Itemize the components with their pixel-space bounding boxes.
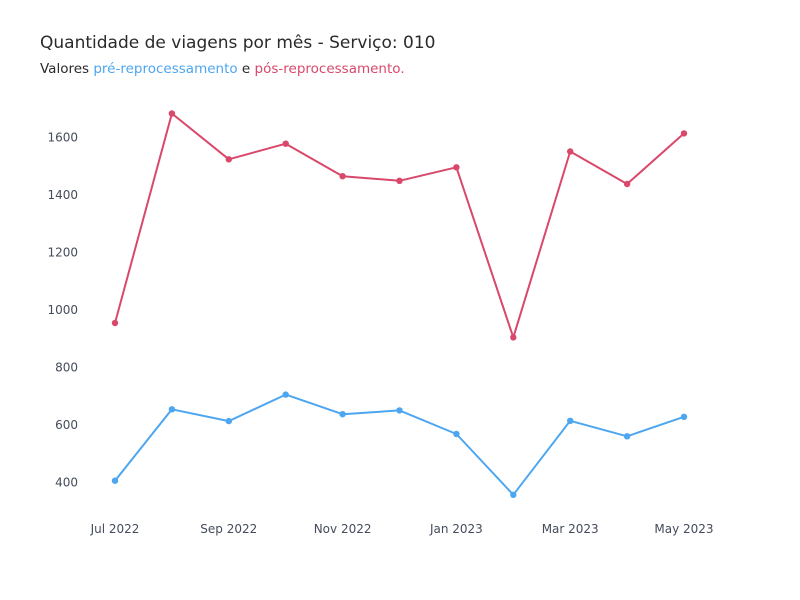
subtitle-prefix: Valores <box>40 61 94 77</box>
chart-title: Quantidade de viagens por mês - Serviço:… <box>40 33 436 53</box>
x-tick-label: Sep 2022 <box>200 522 257 536</box>
data-point[interactable] <box>510 491 517 498</box>
data-point[interactable] <box>168 110 176 117</box>
x-tick-label: Nov 2022 <box>314 522 372 536</box>
data-point[interactable] <box>339 173 346 180</box>
data-point[interactable] <box>225 417 232 425</box>
series-pre <box>111 391 688 498</box>
series-post <box>111 110 688 341</box>
series-layer <box>111 110 688 498</box>
subtitle-middle: e <box>237 61 255 77</box>
data-point[interactable] <box>623 433 631 440</box>
subtitle-post-label: pós-reprocessamento <box>254 61 401 77</box>
y-tick-label: 800 <box>55 361 78 375</box>
x-tick-label: Mar 2023 <box>542 522 599 536</box>
data-point[interactable] <box>168 406 176 413</box>
data-point[interactable] <box>282 391 289 398</box>
data-point[interactable] <box>510 334 517 341</box>
data-point[interactable] <box>225 156 232 163</box>
x-tick-label: Jan 2023 <box>429 522 483 536</box>
x-tick-label: Jul 2022 <box>90 522 140 536</box>
data-point[interactable] <box>453 430 460 438</box>
data-point[interactable] <box>396 177 403 184</box>
y-tick-label: 400 <box>55 476 78 490</box>
data-point[interactable] <box>396 407 403 414</box>
y-tick-label: 1200 <box>47 245 78 259</box>
data-point[interactable] <box>623 180 631 188</box>
x-tick-label: May 2023 <box>654 522 713 536</box>
data-point[interactable] <box>111 319 119 327</box>
data-point[interactable] <box>567 148 574 155</box>
y-tick-label: 1000 <box>47 303 78 317</box>
data-point[interactable] <box>339 411 346 418</box>
y-tick-label: 1400 <box>47 188 78 202</box>
y-tick-label: 600 <box>55 418 78 432</box>
y-axis: 400 600 800 1000 1200 1400 1600 <box>47 130 78 489</box>
series-line-post <box>114 112 685 339</box>
data-point[interactable] <box>282 140 289 147</box>
x-axis: Jul 2022 Sep 2022 Nov 2022 Jan 2023 Mar 2023… <box>90 522 714 536</box>
subtitle-suffix: . <box>400 61 405 77</box>
data-point[interactable] <box>453 164 460 171</box>
data-point[interactable] <box>567 417 574 424</box>
subtitle-pre-label: pré-reprocessamento <box>93 61 238 77</box>
data-point[interactable] <box>680 130 688 137</box>
chart-subtitle: Valores pré-reprocessamento e pós-reproc… <box>40 61 405 77</box>
y-tick-label: 1600 <box>47 130 78 144</box>
data-point[interactable] <box>111 477 119 484</box>
data-point[interactable] <box>680 413 688 420</box>
